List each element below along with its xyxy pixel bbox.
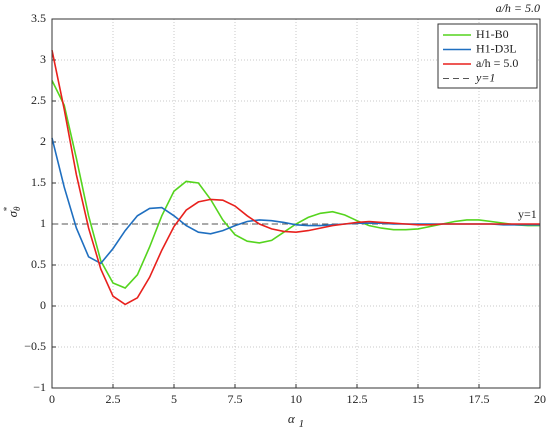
legend-label: y=1 [475,70,495,84]
y-tick-label: 2 [40,134,46,148]
y-tick-label: 3 [40,52,46,66]
chart-title: a/h = 5.0 [496,1,540,15]
legend-label: H1-D3L [476,41,517,55]
y-label-symbol: σ [5,210,20,217]
x-tick-label: 2.5 [106,392,121,406]
legend-label: H1-B0 [476,27,509,41]
x-tick-label: 17.5 [469,392,490,406]
y-tick-label: 2.5 [31,93,46,107]
x-tick-label: 0 [49,392,55,406]
x-label-symbol: α [288,411,296,426]
y-tick-label: 0.5 [31,257,46,271]
y-tick-label: 0 [40,298,46,312]
y-axis-label: σθ* [2,206,22,217]
x-tick-label: 7.5 [228,392,243,406]
y-tick-label: 1 [40,216,46,230]
x-tick-label: 15 [412,392,424,406]
y-label-sub: θ [12,206,22,211]
x-tick-label: 20 [534,392,546,406]
x-label-sub: 1 [299,418,305,430]
plot-frame [51,18,541,389]
y-tick-label: 1.5 [31,175,46,189]
reference-annotation: y=1 [518,207,537,221]
series-line [51,50,540,306]
x-tick-label: 12.5 [347,392,368,406]
legend-label: a/h = 5.0 [476,56,518,70]
x-tick-label: 5 [171,392,177,406]
y-tick-label: 3.5 [31,11,46,25]
x-tick-label: 10 [290,392,302,406]
y-tick-label: −0.5 [24,339,46,353]
y-tick-label: −1 [33,380,46,394]
y-label-sup: * [2,207,12,212]
